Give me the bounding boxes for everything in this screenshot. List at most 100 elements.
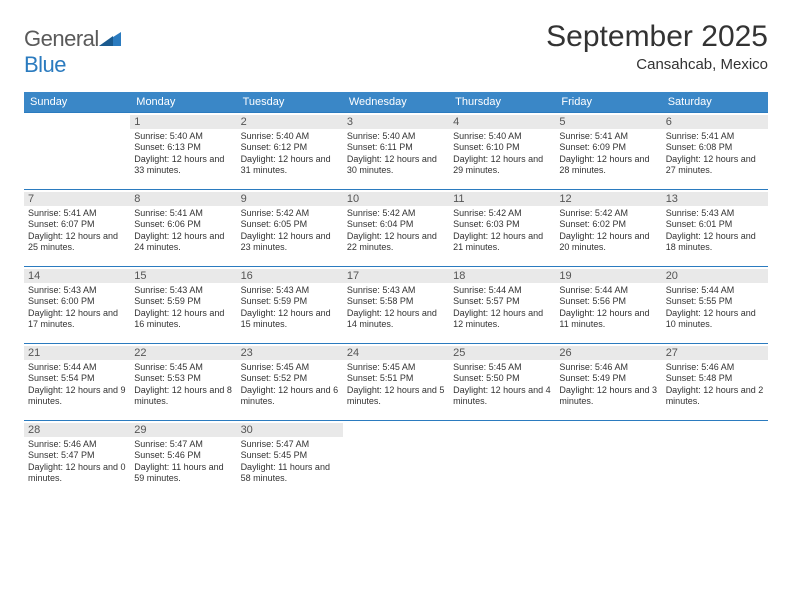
daylight-line: Daylight: 11 hours and 58 minutes.: [241, 462, 330, 483]
daylight-line: Daylight: 12 hours and 10 minutes.: [666, 308, 756, 329]
sunset-line: Sunset: 6:00 PM: [28, 296, 95, 306]
sunset-line: Sunset: 5:56 PM: [559, 296, 626, 306]
daylight-line: Daylight: 12 hours and 25 minutes.: [28, 231, 118, 252]
calendar-cell: 10Sunrise: 5:42 AMSunset: 6:04 PMDayligh…: [343, 189, 449, 263]
calendar-cell: 24Sunrise: 5:45 AMSunset: 5:51 PMDayligh…: [343, 343, 449, 417]
sunrise-line: Sunrise: 5:46 AM: [666, 362, 735, 372]
daylight-line: Daylight: 12 hours and 33 minutes.: [134, 154, 224, 175]
calendar-cell: [343, 420, 449, 494]
daylight-line: Daylight: 12 hours and 2 minutes.: [666, 385, 764, 406]
calendar-week-row: 7Sunrise: 5:41 AMSunset: 6:07 PMDaylight…: [24, 189, 768, 263]
daylight-line: Daylight: 12 hours and 31 minutes.: [241, 154, 331, 175]
daylight-line: Daylight: 12 hours and 4 minutes.: [453, 385, 551, 406]
daylight-line: Daylight: 12 hours and 8 minutes.: [134, 385, 232, 406]
calendar-cell: 28 Sunrise: 5:46 AMSunset: 5:47 PMDayligh…: [24, 420, 130, 494]
day-number: 27: [662, 346, 768, 360]
weekday-header: Thursday: [449, 92, 555, 112]
sunset-line: Sunset: 6:08 PM: [666, 142, 733, 152]
calendar-cell: 21Sunrise: 5:44 AMSunset: 5:54 PMDayligh…: [24, 343, 130, 417]
daylight-line: Daylight: 12 hours and 20 minutes.: [559, 231, 649, 252]
day-number: 26: [555, 346, 661, 360]
sunset-line: Sunset: 6:07 PM: [28, 219, 95, 229]
calendar-cell: 26Sunrise: 5:46 AMSunset: 5:49 PMDayligh…: [555, 343, 661, 417]
daylight-line: Daylight: 12 hours and 18 minutes.: [666, 231, 756, 252]
day-number: 28: [24, 423, 130, 437]
day-info: Sunrise: 5:47 AMSunset: 5:46 PMDaylight:…: [134, 439, 232, 484]
sunrise-line: Sunrise: 5:41 AM: [666, 131, 735, 141]
sunrise-line: Sunrise: 5:42 AM: [347, 208, 416, 218]
day-number: 30: [237, 423, 343, 437]
sunset-line: Sunset: 5:48 PM: [666, 373, 733, 383]
day-info: Sunrise: 5:42 AMSunset: 6:05 PMDaylight:…: [241, 208, 339, 253]
calendar-cell: 14Sunrise: 5:43 AMSunset: 6:00 PMDayligh…: [24, 266, 130, 340]
calendar-cell: [662, 420, 768, 494]
day-number: 15: [130, 269, 236, 283]
weekday-header: Tuesday: [237, 92, 343, 112]
daylight-line: Daylight: 12 hours and 27 minutes.: [666, 154, 756, 175]
sunset-line: Sunset: 6:04 PM: [347, 219, 414, 229]
calendar-cell: 17 Sunrise: 5:43 AMSunset: 5:58 PM Dayligh…: [343, 266, 449, 340]
sunset-line: Sunset: 6:02 PM: [559, 219, 626, 229]
sunset-line: Sunset: 5:53 PM: [134, 373, 201, 383]
day-number: 13: [662, 192, 768, 206]
day-info: Sunrise: 5:46 AMSunset: 5:47 PMDaylight:…: [28, 439, 126, 484]
day-info: Sunrise: 5:41 AMSunset: 6:06 PMDaylight:…: [134, 208, 232, 253]
sunset-line: Sunset: 5:59 PM: [134, 296, 201, 306]
sunset-line: Sunset: 6:03 PM: [453, 219, 520, 229]
sunset-line: Sunset: 5:57 PM: [453, 296, 520, 306]
sunrise-line: Sunrise: 5:40 AM: [134, 131, 203, 141]
calendar-cell: 22Sunrise: 5:45 AMSunset: 5:53 PMDayligh…: [130, 343, 236, 417]
weekday-header: Wednesday: [343, 92, 449, 112]
daylight-line: Daylight: 12 hours and 14 minutes.: [347, 308, 437, 329]
day-info: Sunrise: 5:43 AMSunset: 5:59 PMDaylight:…: [241, 285, 339, 330]
sunrise-line: Sunrise: 5:42 AM: [453, 208, 522, 218]
weekday-header-row: Sunday Monday Tuesday Wednesday Thursday…: [24, 92, 768, 112]
day-info: Sunrise: 5:43 AMSunset: 5:59 PMDaylight:…: [134, 285, 232, 330]
day-info: Sunrise: 5:40 AMSunset: 6:11 PMDaylight:…: [347, 131, 445, 176]
day-number: 17: [343, 269, 449, 283]
sunset-line: Sunset: 6:05 PM: [241, 219, 308, 229]
header: GeneralBlue September 2025 Cansahcab, Me…: [24, 20, 768, 78]
logo-text-left: General: [24, 26, 99, 51]
daylight-line: Daylight: 12 hours and 22 minutes.: [347, 231, 437, 252]
day-number: 25: [449, 346, 555, 360]
sunrise-line: Sunrise: 5:44 AM: [453, 285, 522, 295]
calendar-cell: 7Sunrise: 5:41 AMSunset: 6:07 PMDaylight…: [24, 189, 130, 263]
calendar-cell: 20Sunrise: 5:44 AMSunset: 5:55 PMDayligh…: [662, 266, 768, 340]
sunrise-line: Sunrise: 5:45 AM: [453, 362, 522, 372]
calendar-cell: 8Sunrise: 5:41 AMSunset: 6:06 PMDaylight…: [130, 189, 236, 263]
day-info: Sunrise: 5:44 AMSunset: 5:55 PMDaylight:…: [666, 285, 764, 330]
calendar-cell: 25Sunrise: 5:45 AMSunset: 5:50 PMDayligh…: [449, 343, 555, 417]
sunset-line: Sunset: 5:58 PM: [347, 296, 414, 306]
calendar-cell: [449, 420, 555, 494]
sunrise-line: Sunrise: 5:46 AM: [28, 439, 97, 449]
daylight-line: Daylight: 12 hours and 29 minutes.: [453, 154, 543, 175]
day-info: Sunrise: 5:44 AMSunset: 5:57 PMDaylight:…: [453, 285, 551, 330]
calendar-cell: 3Sunrise: 5:40 AMSunset: 6:11 PMDaylight…: [343, 112, 449, 186]
sunrise-line: Sunrise: 5:45 AM: [347, 362, 416, 372]
weekday-header: Saturday: [662, 92, 768, 112]
sunrise-line: Sunrise: 5:44 AM: [28, 362, 97, 372]
daylight-line: Daylight: 12 hours and 5 minutes.: [347, 385, 445, 406]
calendar-cell: 6 Sunrise: 5:41 AMSunset: 6:08 PM Daylight…: [662, 112, 768, 186]
sunrise-line: Sunrise: 5:43 AM: [347, 285, 416, 295]
day-number: 12: [555, 192, 661, 206]
calendar-cell: 18Sunrise: 5:44 AMSunset: 5:57 PMDayligh…: [449, 266, 555, 340]
logo-triangle-icon: [99, 26, 121, 52]
day-number: 23: [237, 346, 343, 360]
daylight-line: Daylight: 12 hours and 11 minutes.: [559, 308, 649, 329]
daylight-line: Daylight: 12 hours and 30 minutes.: [347, 154, 437, 175]
weekday-header: Sunday: [24, 92, 130, 112]
sunrise-line: Sunrise: 5:40 AM: [241, 131, 310, 141]
calendar-cell: 23Sunrise: 5:45 AMSunset: 5:52 PMDayligh…: [237, 343, 343, 417]
calendar-body: 1Sunrise: 5:40 AMSunset: 6:13 PMDaylight…: [24, 112, 768, 494]
sunset-line: Sunset: 5:52 PM: [241, 373, 308, 383]
calendar-cell: 27 Sunrise: 5:46 AMSunset: 5:48 PM Dayligh…: [662, 343, 768, 417]
day-info: Sunrise: 5:46 AMSunset: 5:48 PM Daylight:…: [666, 362, 764, 407]
day-number: 9: [237, 192, 343, 206]
day-number: 6: [662, 115, 768, 129]
day-number: 21: [24, 346, 130, 360]
day-info: Sunrise: 5:45 AMSunset: 5:51 PMDaylight:…: [347, 362, 445, 407]
sunset-line: Sunset: 6:11 PM: [347, 142, 413, 152]
day-info: Sunrise: 5:40 AMSunset: 6:10 PMDaylight:…: [453, 131, 551, 176]
